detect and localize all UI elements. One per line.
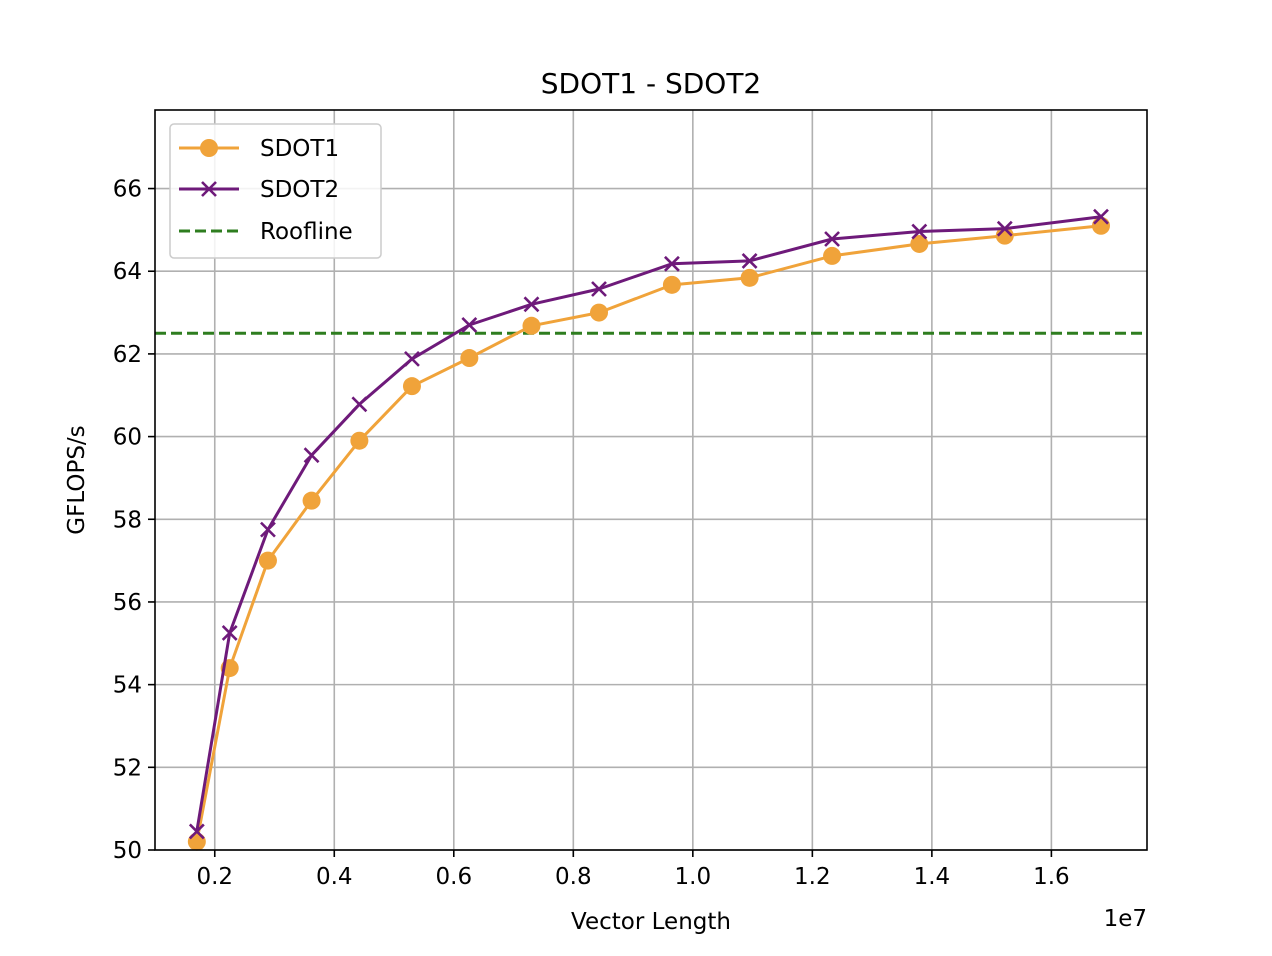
data-point-sdot2 [188, 823, 205, 840]
x-tick-label: 0.4 [316, 864, 353, 890]
y-axis-label: GFLOPS/s [64, 425, 90, 534]
data-point-sdot2 [404, 350, 420, 367]
x-tick-label: 1.0 [675, 864, 712, 890]
y-tick-label: 60 [113, 425, 142, 451]
x-tick-label: 0.8 [555, 864, 592, 890]
data-point-sdot1 [187, 832, 206, 851]
chart-title: SDOT1 - SDOT2 [541, 67, 762, 100]
data-point-sdot2 [1093, 208, 1109, 225]
data-point-sdot1 [302, 491, 321, 510]
x-tick-label: 0.6 [436, 864, 473, 890]
data-point-sdot2 [591, 281, 607, 297]
data-point-sdot2 [741, 252, 758, 269]
y-tick-label: 52 [113, 755, 142, 781]
legend-item-roofline: Roofline [179, 219, 353, 245]
x-axis-offset-label: 1e7 [1104, 906, 1147, 932]
legend-marker-sdot2 [201, 181, 217, 197]
data-point-sdot1 [740, 268, 759, 287]
y-tick-label: 54 [113, 673, 142, 699]
data-point-sdot2 [351, 396, 368, 413]
data-point-sdot1 [590, 303, 609, 322]
data-point-sdot2 [996, 220, 1013, 237]
data-point-sdot2 [260, 521, 276, 538]
legend-label-roofline: Roofline [260, 219, 353, 245]
y-tick-label: 62 [113, 342, 142, 368]
y-tick-label: 58 [113, 507, 142, 533]
data-point-sdot1 [522, 316, 541, 335]
data-point-sdot2 [824, 231, 840, 247]
data-point-sdot1 [350, 431, 369, 450]
y-tick-label: 66 [113, 177, 142, 203]
data-point-sdot2 [461, 317, 478, 333]
data-point-sdot2 [303, 447, 320, 464]
x-tick-label: 1.2 [794, 864, 831, 890]
x-axis-label: Vector Length [571, 909, 731, 935]
x-tick-label: 0.2 [196, 864, 233, 890]
data-point-sdot1 [823, 246, 842, 265]
plot-frame [154, 109, 1148, 851]
data-point-sdot2 [911, 223, 928, 240]
legend-item-sdot1: SDOT1 [179, 136, 339, 162]
legend-label-sdot1: SDOT1 [260, 136, 339, 162]
data-point-sdot1 [1091, 216, 1110, 235]
data-point-sdot1 [662, 275, 681, 294]
legend-marker-sdot1 [200, 139, 218, 157]
series-layer [155, 208, 1147, 851]
x-tick-label: 1.6 [1033, 864, 1070, 890]
y-tick-label: 50 [113, 838, 142, 864]
legend: SDOT1 SDOT2 Roofline [169, 123, 382, 259]
data-point-sdot1 [910, 234, 929, 253]
data-point-sdot2 [663, 255, 680, 272]
data-point-sdot1 [258, 551, 277, 570]
legend-label-sdot2: SDOT2 [260, 177, 339, 203]
legend-item-sdot2: SDOT2 [179, 177, 339, 203]
data-point-sdot1 [402, 377, 421, 396]
data-point-sdot1 [460, 349, 479, 368]
data-point-sdot2 [221, 625, 238, 641]
y-tick-label: 56 [113, 590, 142, 616]
axis-ticks: 0.2 0.4 0.6 0.8 1.0 1.2 1.4 1.6 50 52 54 56 58 60 62 64… [113, 177, 1070, 890]
data-point-sdot1 [995, 226, 1014, 245]
data-point-sdot2 [523, 296, 540, 313]
y-tick-label: 64 [113, 259, 142, 285]
x-tick-label: 1.4 [914, 864, 951, 890]
legend-box [169, 123, 382, 259]
